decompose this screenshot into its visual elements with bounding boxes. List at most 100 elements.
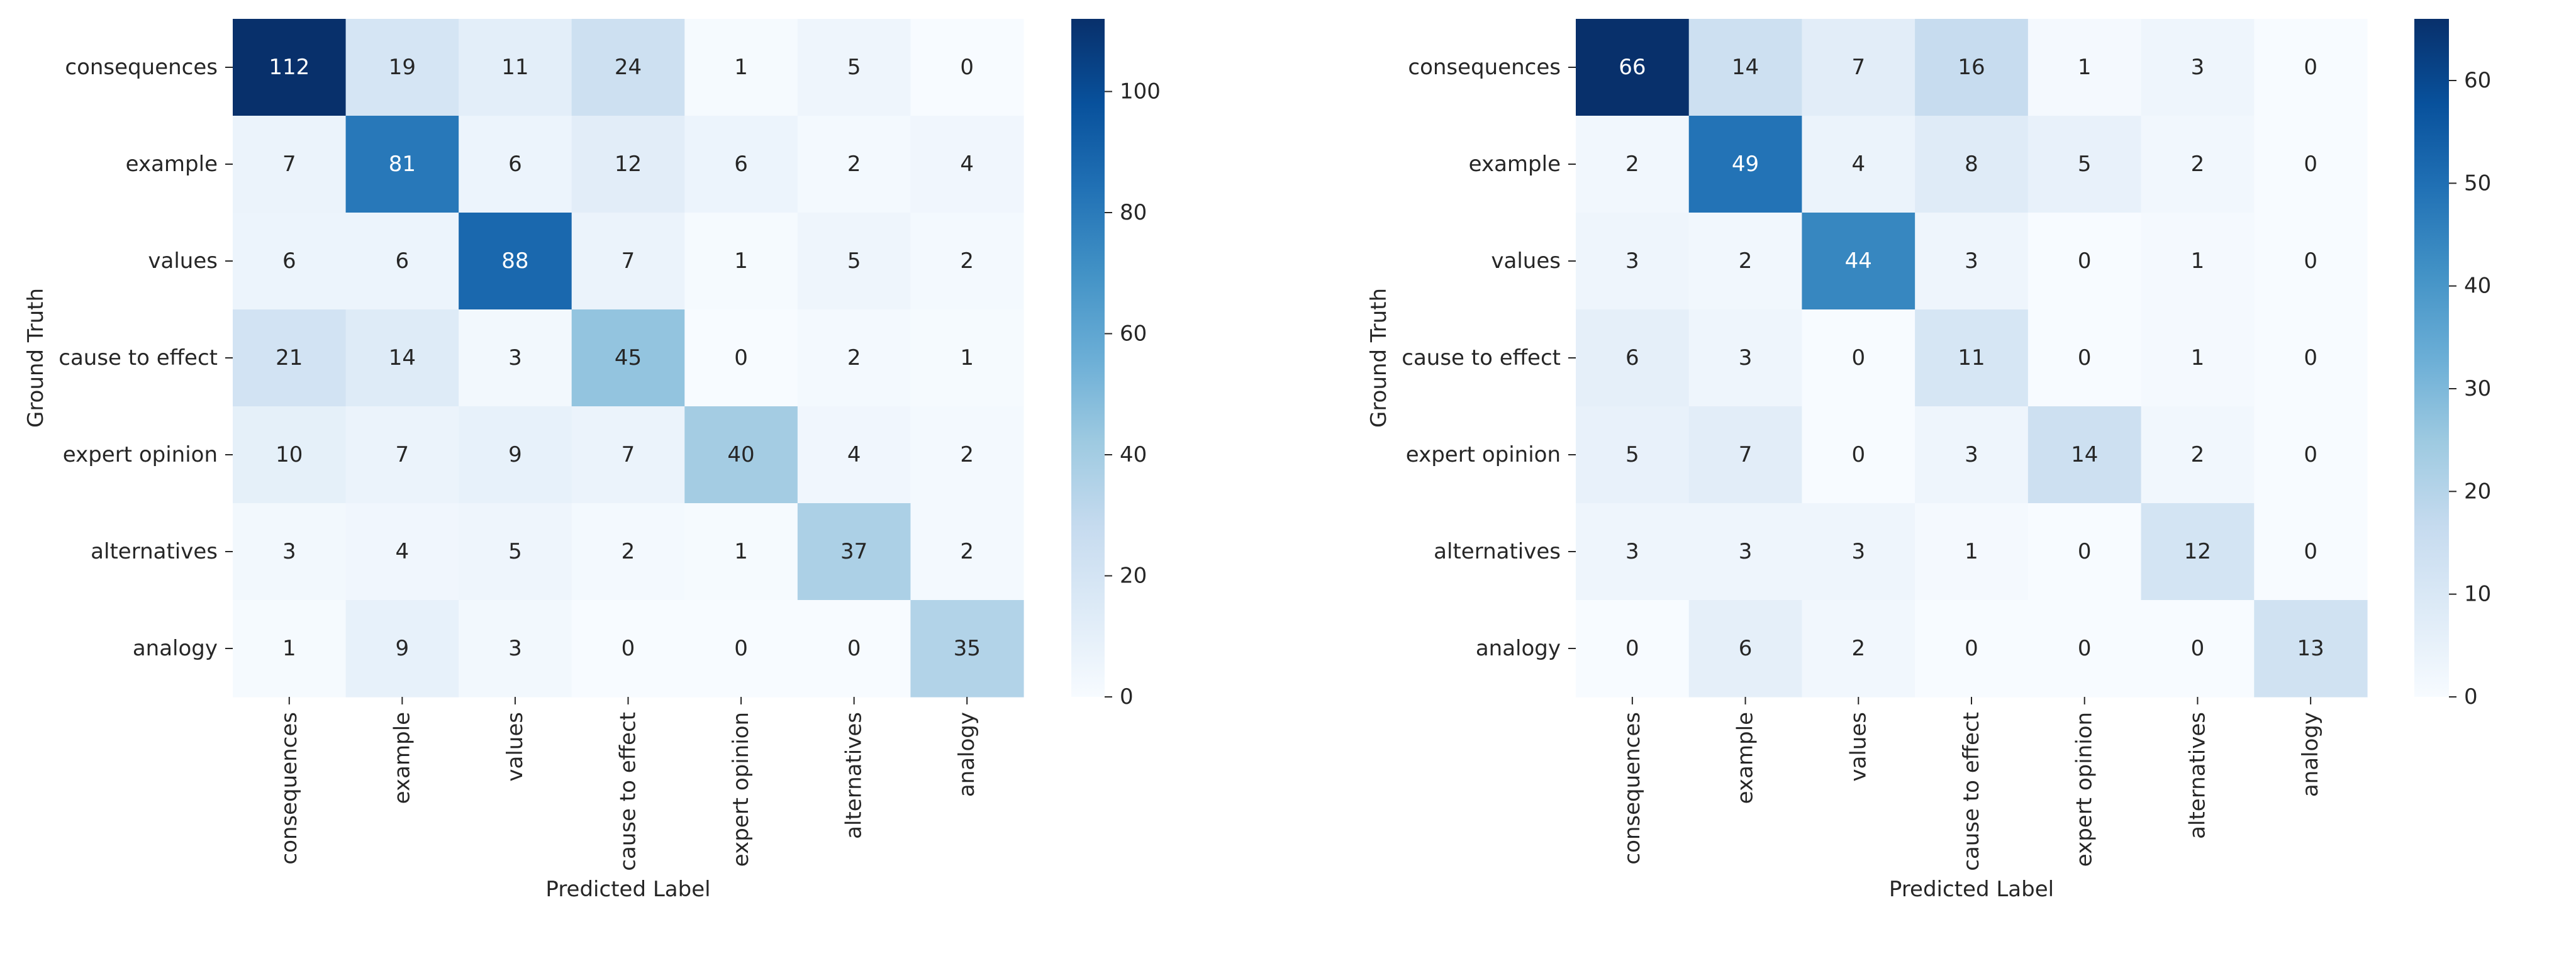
cell-value-label: 0 — [1625, 636, 1639, 661]
cell-value-label: 24 — [615, 55, 642, 80]
y-tick-label: values — [148, 248, 218, 274]
colorbar-tick-label: 60 — [2464, 68, 2491, 93]
heatmap-panel-1: 112 19 11 24 1 5 07 81 6 12 6 2 46 6 88 7 1 5 221 14 3 45 0 2 11… — [23, 19, 1161, 902]
heatmap-cell — [571, 600, 685, 698]
cell-value-label: 45 — [615, 345, 642, 370]
cell-value-label: 1 — [734, 248, 748, 274]
cell-value-label: 3 — [1851, 539, 1865, 564]
heatmap-cell — [2254, 19, 2368, 116]
heatmap-cell — [2141, 503, 2255, 601]
cell-value-label: 1 — [282, 636, 296, 661]
y-tick-label: analogy — [1476, 636, 1561, 661]
heatmap-cell — [910, 116, 1024, 213]
cell-value-label: 12 — [2184, 539, 2211, 564]
x-tick-label: alternatives — [842, 712, 867, 839]
cell-value-label: 7 — [622, 442, 635, 467]
cell-value-label: 0 — [734, 636, 748, 661]
heatmap-cell — [1688, 19, 1803, 116]
heatmap-cell — [2141, 116, 2255, 213]
x-tick-label: consequences — [277, 712, 302, 865]
heatmap-cell — [233, 213, 347, 310]
heatmap-cell — [1802, 503, 1915, 601]
cell-value-label: 12 — [615, 152, 642, 177]
heatmap-cell — [233, 600, 347, 698]
heatmap-panel-2: 66 14 7 16 1 3 02 49 4 8 5 2 03 2 44 3 0 1 06 3 0 11 0 1 05 7 0 3 14… — [1366, 19, 2491, 902]
cell-value-label: 3 — [1739, 539, 1753, 564]
cell-value-label: 6 — [734, 152, 748, 177]
cell-value-label: 0 — [960, 55, 974, 80]
cell-value-label: 9 — [508, 442, 522, 467]
heatmap-cell — [1802, 213, 1915, 310]
heatmap-cell — [797, 600, 912, 698]
y-tick-label: cause to effect — [1402, 345, 1561, 370]
heatmap-cell — [459, 600, 572, 698]
cell-value-label: 4 — [396, 539, 410, 564]
cell-value-label: 16 — [1958, 55, 1985, 80]
x-axis-label: Predicted Label — [1889, 877, 2054, 902]
cell-value-label: 5 — [1625, 442, 1639, 467]
cell-value-label: 1 — [2078, 55, 2092, 80]
heatmap-cell — [345, 19, 459, 116]
cell-value-label: 2 — [960, 539, 974, 564]
heatmap-cell — [1802, 600, 1915, 698]
heatmap-cell — [571, 406, 685, 504]
heatmap-cell — [1915, 309, 2029, 407]
heatmap-cell — [910, 503, 1024, 601]
colorbar-tick-label: 10 — [2464, 582, 2491, 607]
cell-value-label: 66 — [1619, 55, 1646, 80]
cell-value-label: 3 — [1739, 345, 1753, 370]
colorbar-tick-label: 50 — [2464, 170, 2491, 196]
cell-value-label: 3 — [282, 539, 296, 564]
heatmap-cell — [2254, 503, 2368, 601]
cell-value-label: 3 — [1965, 442, 1978, 467]
heatmap-cell — [797, 503, 912, 601]
cell-value-label: 4 — [847, 442, 861, 467]
cell-value-label: 14 — [2071, 442, 2098, 467]
y-tick-label: expert opinion — [63, 442, 218, 467]
heatmap-cell — [459, 19, 572, 116]
heatmap-cell — [684, 116, 798, 213]
heatmap-cell — [459, 309, 572, 407]
cell-value-label: 37 — [840, 539, 867, 564]
cell-value-label: 0 — [1851, 442, 1865, 467]
cell-value-label: 5 — [2078, 152, 2092, 177]
heatmap-cell — [345, 406, 459, 504]
heatmap-cell — [345, 503, 459, 601]
heatmap-cell — [2254, 116, 2368, 213]
heatmap-cell — [345, 600, 459, 698]
y-tick-label: example — [1469, 152, 1561, 177]
cell-value-label: 81 — [389, 152, 416, 177]
heatmap-cell — [571, 116, 685, 213]
cell-value-label: 0 — [2304, 152, 2317, 177]
cell-value-label: 11 — [1958, 345, 1985, 370]
cell-value-label: 2 — [960, 442, 974, 467]
x-tick-label: values — [503, 712, 528, 782]
y-tick-label: alternatives — [1434, 539, 1561, 564]
colorbar-gradient — [1071, 19, 1105, 697]
x-tick-label: expert opinion — [728, 712, 754, 867]
y-axis-label: Ground Truth — [1366, 288, 1391, 428]
heatmap-cell — [1915, 503, 2029, 601]
cell-value-label: 0 — [2304, 539, 2317, 564]
heatmap-cell — [1915, 19, 2029, 116]
heatmap-cell — [797, 213, 912, 310]
cell-value-label: 8 — [1965, 152, 1978, 177]
heatmap-cell — [345, 309, 459, 407]
cell-value-label: 4 — [960, 152, 974, 177]
x-tick-label: cause to effect — [1959, 712, 1984, 871]
cell-value-label: 3 — [1625, 248, 1639, 274]
y-tick-label: values — [1491, 248, 1561, 274]
heatmap-cell — [1802, 309, 1915, 407]
cell-value-label: 49 — [1732, 152, 1759, 177]
cell-value-label: 1 — [2191, 345, 2205, 370]
heatmap-cell — [2141, 19, 2255, 116]
heatmap-cell — [233, 503, 347, 601]
y-tick-label: cause to effect — [59, 345, 218, 370]
heatmap-cell — [2027, 406, 2142, 504]
cell-value-label: 4 — [1851, 152, 1865, 177]
cell-value-label: 6 — [282, 248, 296, 274]
heatmap-cell — [1688, 406, 1803, 504]
cell-value-label: 0 — [2191, 636, 2205, 661]
heatmap-cell — [233, 116, 347, 213]
